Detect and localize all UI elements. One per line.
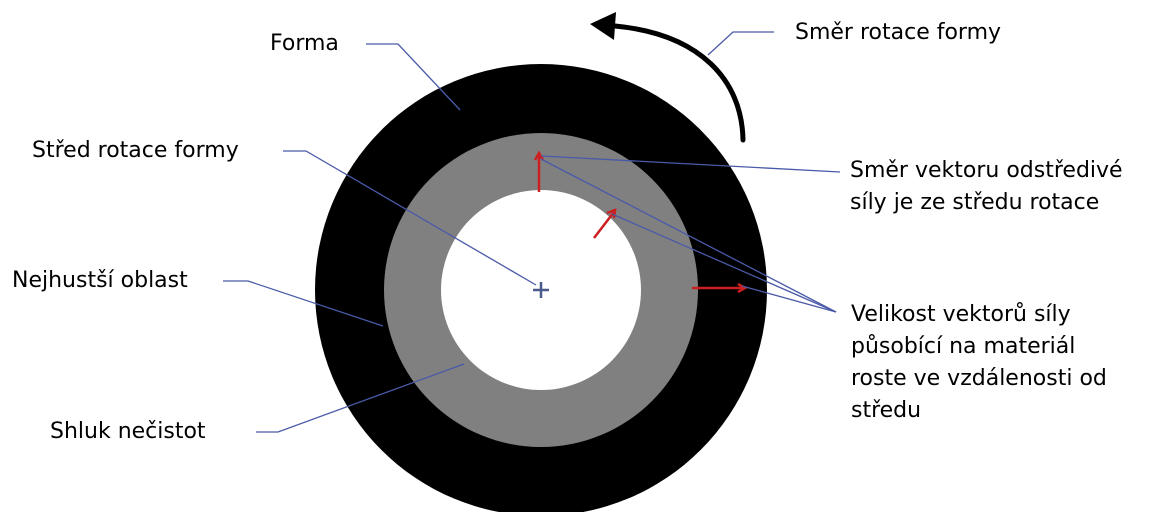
label-rotation-center: Střed rotace formy xyxy=(32,138,239,163)
centrifugal-line-1: Směr vektoru odstředivé xyxy=(850,158,1123,183)
leader-densest xyxy=(223,280,384,327)
leader-rotation-center xyxy=(283,150,537,286)
label-force-magnitude: Velikost vektorů síly působící na materi… xyxy=(851,299,1107,427)
leader-rotation-direction xyxy=(707,31,774,56)
force-magnitude-line-4: středu xyxy=(851,398,922,423)
leader-force-right xyxy=(741,285,837,313)
label-centrifugal-direction: Směr vektoru odstředivé síly je ze střed… xyxy=(850,155,1123,219)
leader-lines xyxy=(223,31,841,433)
leader-force-mid xyxy=(611,213,837,313)
force-magnitude-line-3: roste ve vzdálenosti od xyxy=(851,366,1107,391)
label-densest-area: Nejhustší oblast xyxy=(12,268,188,293)
plus-icon xyxy=(533,282,549,298)
force-vector-right xyxy=(692,282,748,294)
force-vector-top xyxy=(533,150,545,192)
leader-force-top xyxy=(540,158,837,313)
force-magnitude-line-1: Velikost vektorů síly xyxy=(851,302,1071,327)
leader-impurity xyxy=(256,363,465,433)
label-rotation-direction: Směr rotace formy xyxy=(795,20,1002,45)
label-impurity-cluster: Shluk nečistot xyxy=(50,419,206,444)
centrifugal-line-2: síly je ze středu rotace xyxy=(850,190,1100,215)
label-mold: Forma xyxy=(270,31,339,56)
leader-mold xyxy=(366,43,461,111)
curved-arrow-icon xyxy=(590,12,746,143)
force-magnitude-line-2: působící na materiál xyxy=(851,334,1076,359)
leader-centrifugal xyxy=(540,155,841,173)
